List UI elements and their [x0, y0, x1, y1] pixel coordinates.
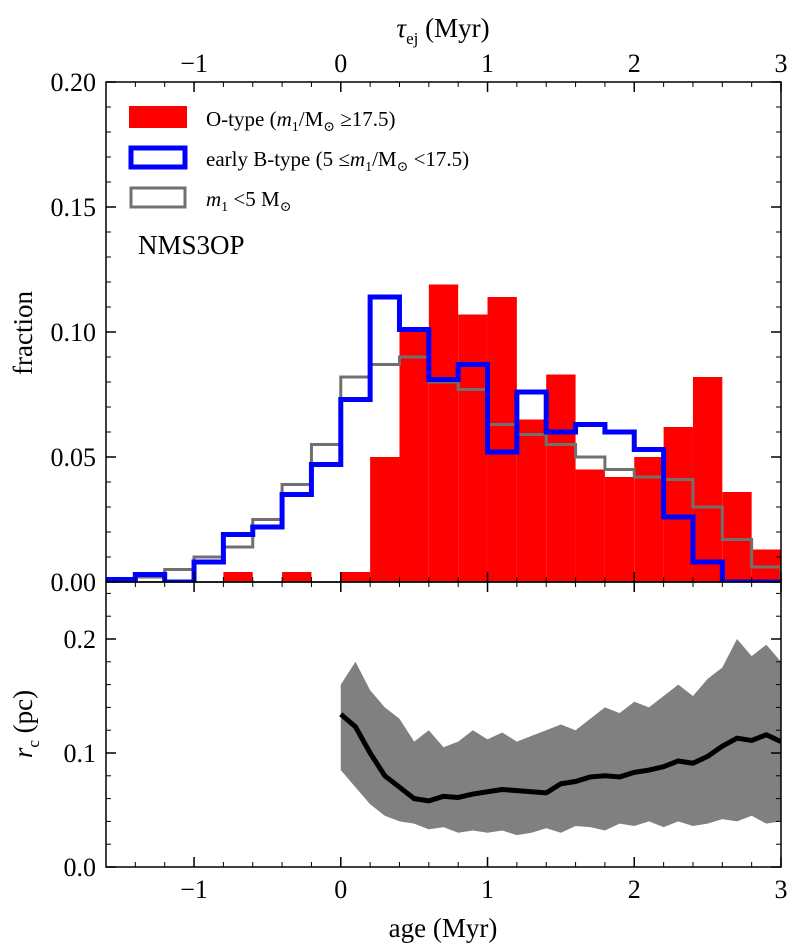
top-axis-title: τej (Myr): [396, 13, 489, 48]
step-lines: [106, 294, 781, 582]
core-radius-y-axis-title: rc (pc): [8, 690, 43, 758]
top-axis-tick-label: 0: [334, 49, 347, 78]
o-type-bar-9: [370, 457, 400, 582]
early-b-type-step-line: [106, 294, 781, 582]
x-tick-label: 2: [628, 875, 641, 904]
o-type-bar-6: [282, 572, 312, 582]
top-axis-tick-label: 2: [628, 49, 641, 78]
y-tick-label: 0.2: [64, 625, 97, 654]
o-type-bar-19: [663, 427, 693, 582]
legend-swatch-o-type: [129, 106, 187, 128]
legend-label-early-b-type: early B-type (5 ≤m1/M⊙ <17.5): [206, 147, 469, 175]
o-type-bar-16: [575, 469, 605, 582]
core-radius-median-line: [339, 712, 781, 804]
y-tick-label: 0.15: [51, 193, 97, 222]
histogram-panel: 0.00 0.05 0.10 0.15 0.20 −1 0 1 2 3 O-type (m1/M⊙…: [8, 13, 788, 597]
core-radius-range-band: [340, 639, 781, 836]
o-type-bar-4: [223, 572, 253, 582]
y-tick-label: 0.10: [51, 318, 97, 347]
x-tick-label: 3: [775, 875, 788, 904]
o-type-bar-10: [399, 332, 429, 582]
core-radius-plot: [339, 639, 781, 836]
o-type-bar-13: [487, 297, 517, 582]
y-tick-label: 0.1: [64, 739, 97, 768]
y-tick-label: 0.00: [51, 568, 97, 597]
x-axis-title: age (Myr): [389, 913, 498, 943]
o-type-bar-11: [428, 284, 459, 582]
y-tick-label: 0.20: [51, 68, 97, 97]
o-type-bar-12: [458, 314, 488, 582]
histogram-y-axis-title: fraction: [8, 291, 38, 375]
core-radius-frame: [105, 581, 782, 868]
x-tick-label: −1: [180, 875, 208, 904]
o-type-bar-15: [546, 374, 576, 582]
legend: O-type (m1/M⊙ ≥17.5) early B-type (5 ≤m1…: [128, 106, 469, 215]
legend-label-low-mass: m1 <5 M⊙: [206, 187, 291, 215]
x-tick-label: 0: [334, 875, 347, 904]
histogram-ticks: 0.00 0.05 0.10 0.15 0.20 −1 0 1 2 3: [51, 49, 788, 597]
legend-label-o-type: O-type (m1/M⊙ ≥17.5): [206, 107, 396, 135]
legend-swatch-low-mass: [129, 186, 187, 209]
core-radius-panel: 0.0 0.1 0.2 −1 0 1 2 3 rc (pc) age (Myr): [8, 581, 788, 943]
x-tick-label: 1: [481, 875, 494, 904]
core-radius-ticks: 0.0 0.1 0.2 −1 0 1 2 3: [64, 582, 788, 904]
o-type-bars: [223, 284, 781, 582]
top-axis-tick-label: 3: [775, 49, 788, 78]
o-type-bar-20: [692, 377, 723, 582]
legend-swatch-early-b-type: [128, 145, 188, 170]
model-name-annotation: NMS3OP: [138, 230, 245, 260]
top-axis-tick-label: 1: [481, 49, 494, 78]
y-tick-label: 0.05: [51, 443, 97, 472]
o-type-bar-8: [340, 572, 371, 582]
o-type-bar-14: [516, 419, 547, 582]
o-type-bar-21: [722, 492, 752, 582]
y-tick-label: 0.0: [64, 853, 97, 882]
o-type-bar-17: [604, 477, 635, 582]
top-axis-tick-label: −1: [180, 49, 208, 78]
